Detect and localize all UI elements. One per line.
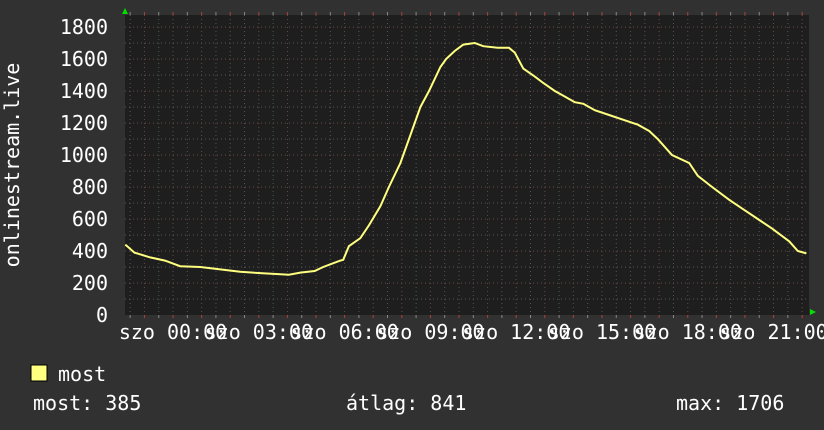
x-tick-label: szo 21:00 xyxy=(719,320,824,344)
stat-average: átlag: 841 xyxy=(346,391,466,415)
x-tick-label: szo 12:00 xyxy=(462,320,570,344)
y-tick-label: 1200 xyxy=(60,111,108,135)
y-axis-ticks: 0 200 400 600 800 1000 1200 1400 1600 1800 xyxy=(60,15,108,327)
series-line-most xyxy=(124,41,807,276)
y-axis-arrow-icon xyxy=(122,8,128,14)
legend-label: most xyxy=(58,362,106,386)
x-tick-label: szo 03:00 xyxy=(205,320,313,344)
y-tick-label: 1600 xyxy=(60,47,108,71)
grid xyxy=(125,12,809,318)
y-tick-label: 1000 xyxy=(60,143,108,167)
x-tick-label: szo 00:00 xyxy=(119,320,227,344)
stat-current: most: 385 xyxy=(33,391,141,415)
y-tick-label: 400 xyxy=(72,239,108,263)
stat-max: max: 1706 xyxy=(676,391,784,415)
x-tick-label: szo 15:00 xyxy=(548,320,656,344)
y-tick-label: 1400 xyxy=(60,79,108,103)
x-tick-label: szo 06:00 xyxy=(290,320,398,344)
y-axis-label: onlinestream.live xyxy=(0,63,24,268)
y-tick-label: 200 xyxy=(72,271,108,295)
x-tick-label: szo 18:00 xyxy=(634,320,742,344)
y-tick-label: 800 xyxy=(72,175,108,199)
legend-swatch xyxy=(30,364,48,382)
x-tick-label: szo 09:00 xyxy=(376,320,484,344)
y-tick-label: 600 xyxy=(72,207,108,231)
y-tick-label: 1800 xyxy=(60,15,108,39)
plot-area xyxy=(125,15,809,315)
x-axis-arrow-icon xyxy=(810,309,816,315)
y-tick-label: 0 xyxy=(96,303,108,327)
